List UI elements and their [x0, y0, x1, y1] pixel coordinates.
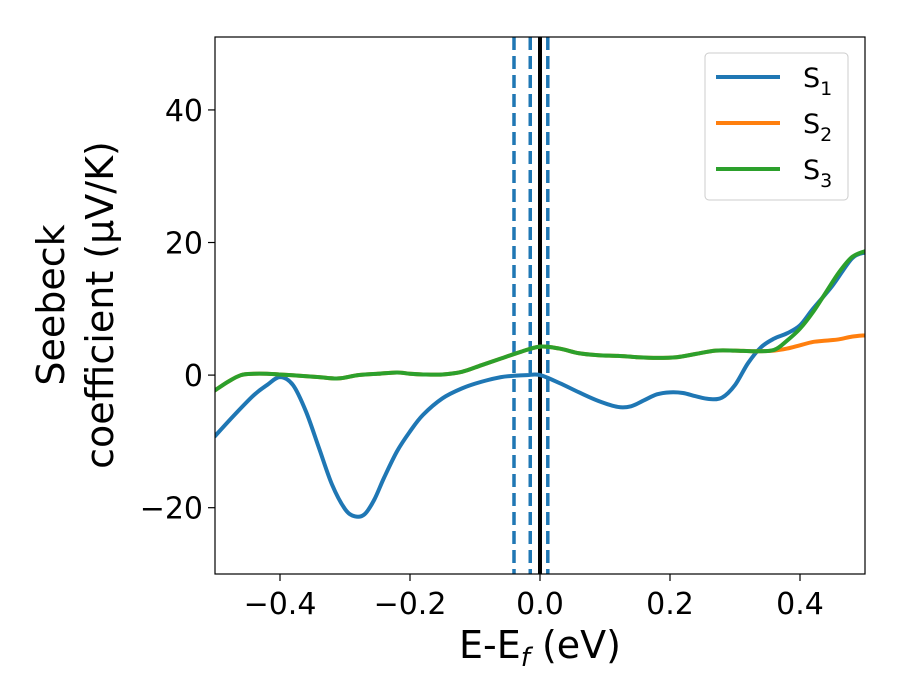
- legend-label-S1: S1: [803, 63, 832, 100]
- y-tick-label: 40: [165, 94, 203, 129]
- x-axis-ticks: −0.4 −0.2 0.0 0.2 0.4: [244, 574, 824, 622]
- x-tick-label: 0.0: [516, 587, 564, 622]
- plot-area: [215, 37, 865, 574]
- y-axis-label: Seebeck coefficient (μV/K): [29, 141, 122, 469]
- y-axis-ticks: −20 0 20 40: [140, 94, 215, 527]
- x-tick-label: −0.2: [374, 587, 447, 622]
- vertical-reference-lines: [512, 37, 550, 574]
- y-tick-label: 0: [184, 359, 203, 394]
- x-axis-label: E-Ef (eV): [459, 623, 621, 673]
- legend-label-S2: S2: [803, 109, 832, 146]
- y-tick-label: −20: [140, 492, 203, 527]
- x-tick-label: −0.4: [244, 587, 317, 622]
- x-tick-label: 0.2: [646, 587, 694, 622]
- series-line-S3: [215, 249, 865, 393]
- y-axis-label-line1: Seebeck: [29, 224, 73, 385]
- y-tick-label: 20: [165, 227, 203, 262]
- legend: S1 S2 S3: [704, 52, 849, 201]
- y-axis-label-line2: coefficient (μV/K): [78, 141, 122, 469]
- legend-label-S3: S3: [803, 155, 832, 192]
- series-line-S1: [215, 250, 865, 519]
- x-tick-label: 0.4: [776, 587, 824, 622]
- series-lines: [215, 249, 865, 519]
- legend-box: [704, 52, 849, 201]
